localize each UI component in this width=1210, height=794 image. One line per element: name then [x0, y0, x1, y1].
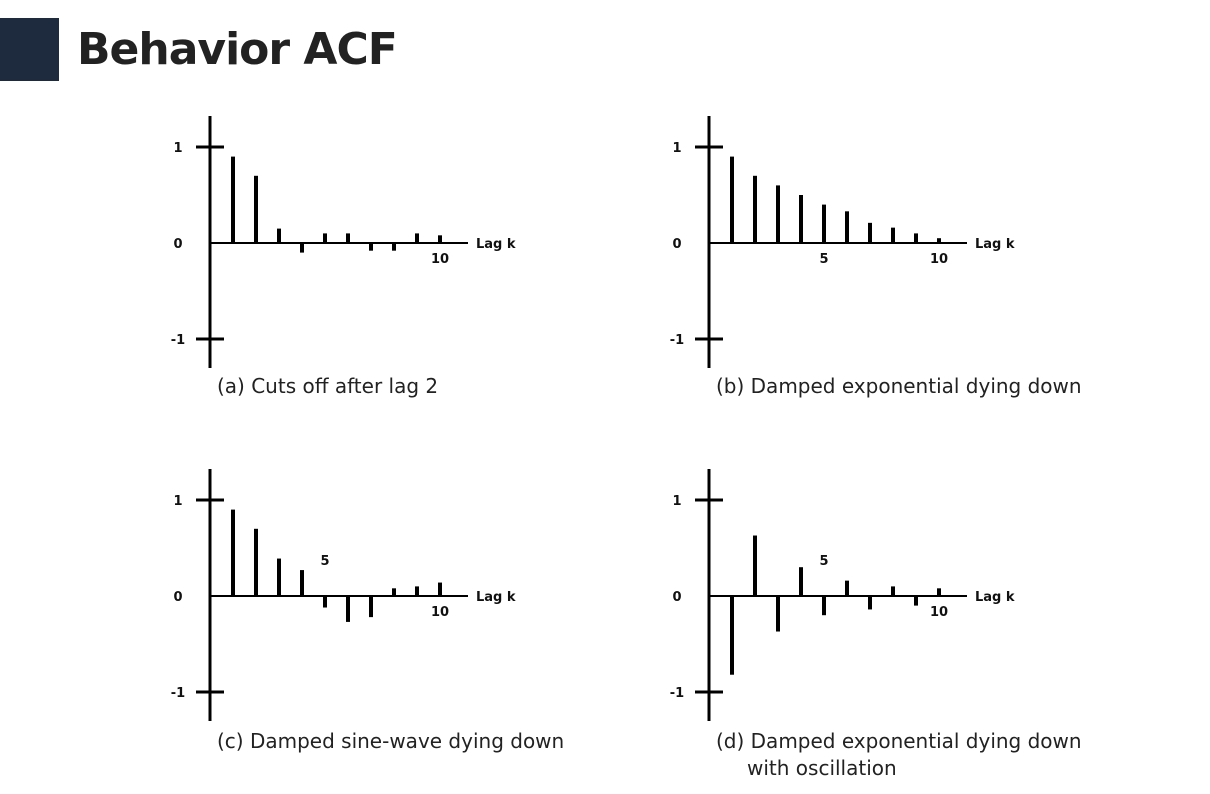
- acf-bar-lag-7: [369, 596, 373, 618]
- acf-bar-lag-9: [914, 596, 918, 606]
- acf-bar-lag-1: [231, 156, 235, 243]
- acf-bar-lag-4: [300, 570, 304, 596]
- acf-bar-lag-1: [730, 156, 734, 243]
- acf-bar-lag-3: [776, 596, 780, 632]
- x-tick-label: 5: [819, 252, 828, 267]
- caption-b: (b) Damped exponential dying down: [716, 373, 1082, 400]
- x-axis-label: Lag k: [975, 590, 1015, 605]
- acf-bar-lag-6: [346, 233, 350, 243]
- acf-bar-lag-2: [254, 175, 258, 243]
- y-tick-label: 0: [173, 590, 182, 605]
- acf-bar-lag-6: [845, 580, 849, 596]
- acf-bar-lag-3: [776, 185, 780, 243]
- caption-c-line-1: (c) Damped sine-wave dying down: [217, 729, 565, 753]
- caption-a: (a) Cuts off after lag 2: [217, 373, 438, 400]
- y-tick-label: 0: [672, 237, 681, 252]
- acf-bar-lag-1: [730, 596, 734, 675]
- acf-bar-lag-9: [914, 233, 918, 243]
- acf-bar-lag-7: [868, 596, 872, 610]
- x-tick-label: 5: [819, 554, 828, 569]
- y-tick-label: 1: [173, 494, 182, 509]
- caption-d-line-1: (d) Damped exponential dying down: [716, 729, 1082, 753]
- y-tick-label: 0: [672, 590, 681, 605]
- acf-bar-lag-4: [799, 567, 803, 596]
- acf-bar-lag-4: [300, 243, 304, 253]
- caption-c: (c) Damped sine-wave dying down: [217, 728, 564, 755]
- acf-bar-lag-5: [323, 233, 327, 243]
- x-axis-label: Lag k: [975, 237, 1015, 252]
- acf-bar-lag-2: [254, 528, 258, 596]
- y-tick-label: -1: [171, 333, 185, 348]
- acf-bar-lag-2: [753, 175, 757, 243]
- acf-bar-lag-1: [231, 509, 235, 596]
- slide-title: Behavior ACF: [77, 24, 398, 75]
- acf-bar-lag-9: [415, 586, 419, 596]
- acf-bar-lag-8: [392, 243, 396, 251]
- acf-bar-lag-5: [323, 596, 327, 608]
- x-axis-label: Lag k: [476, 237, 516, 252]
- y-tick-label: 1: [672, 141, 681, 156]
- caption-d-line-2: with oscillation: [747, 756, 897, 780]
- acf-bar-lag-5: [822, 596, 826, 616]
- y-tick-label: 1: [672, 494, 681, 509]
- acf-bar-lag-10: [438, 235, 442, 243]
- y-tick-label: -1: [171, 686, 185, 701]
- acf-bar-lag-9: [415, 233, 419, 243]
- y-tick-label: 0: [173, 237, 182, 252]
- acf-bar-lag-7: [868, 222, 872, 243]
- acf-bar-lag-7: [369, 243, 373, 251]
- acf-bar-lag-4: [799, 195, 803, 243]
- acf-bar-lag-8: [891, 227, 895, 243]
- acf-bar-lag-5: [822, 204, 826, 243]
- x-tick-label: 10: [930, 605, 948, 620]
- acf-bar-lag-10: [937, 588, 941, 596]
- x-tick-label: 10: [431, 252, 449, 267]
- acf-bar-lag-3: [277, 558, 281, 596]
- caption-a-line-1: (a) Cuts off after lag 2: [217, 374, 439, 398]
- acf-bar-lag-8: [891, 586, 895, 596]
- acf-bar-lag-2: [753, 535, 757, 596]
- acf-bar-lag-6: [845, 211, 849, 243]
- caption-d: (d) Damped exponential dying down with o…: [716, 728, 1082, 782]
- acf-bar-lag-10: [438, 582, 442, 596]
- y-tick-label: -1: [670, 686, 684, 701]
- title-accent-block: [0, 18, 59, 81]
- x-tick-label: 10: [431, 605, 449, 620]
- x-tick-label: 5: [320, 554, 329, 569]
- x-tick-label: 10: [930, 252, 948, 267]
- x-axis-label: Lag k: [476, 590, 516, 605]
- caption-b-line-1: (b) Damped exponential dying down: [716, 374, 1082, 398]
- acf-bar-lag-10: [937, 238, 941, 243]
- y-tick-label: 1: [173, 141, 182, 156]
- y-tick-label: -1: [670, 333, 684, 348]
- acf-bar-lag-3: [277, 228, 281, 243]
- acf-bar-lag-6: [346, 596, 350, 622]
- acf-bar-lag-8: [392, 588, 396, 596]
